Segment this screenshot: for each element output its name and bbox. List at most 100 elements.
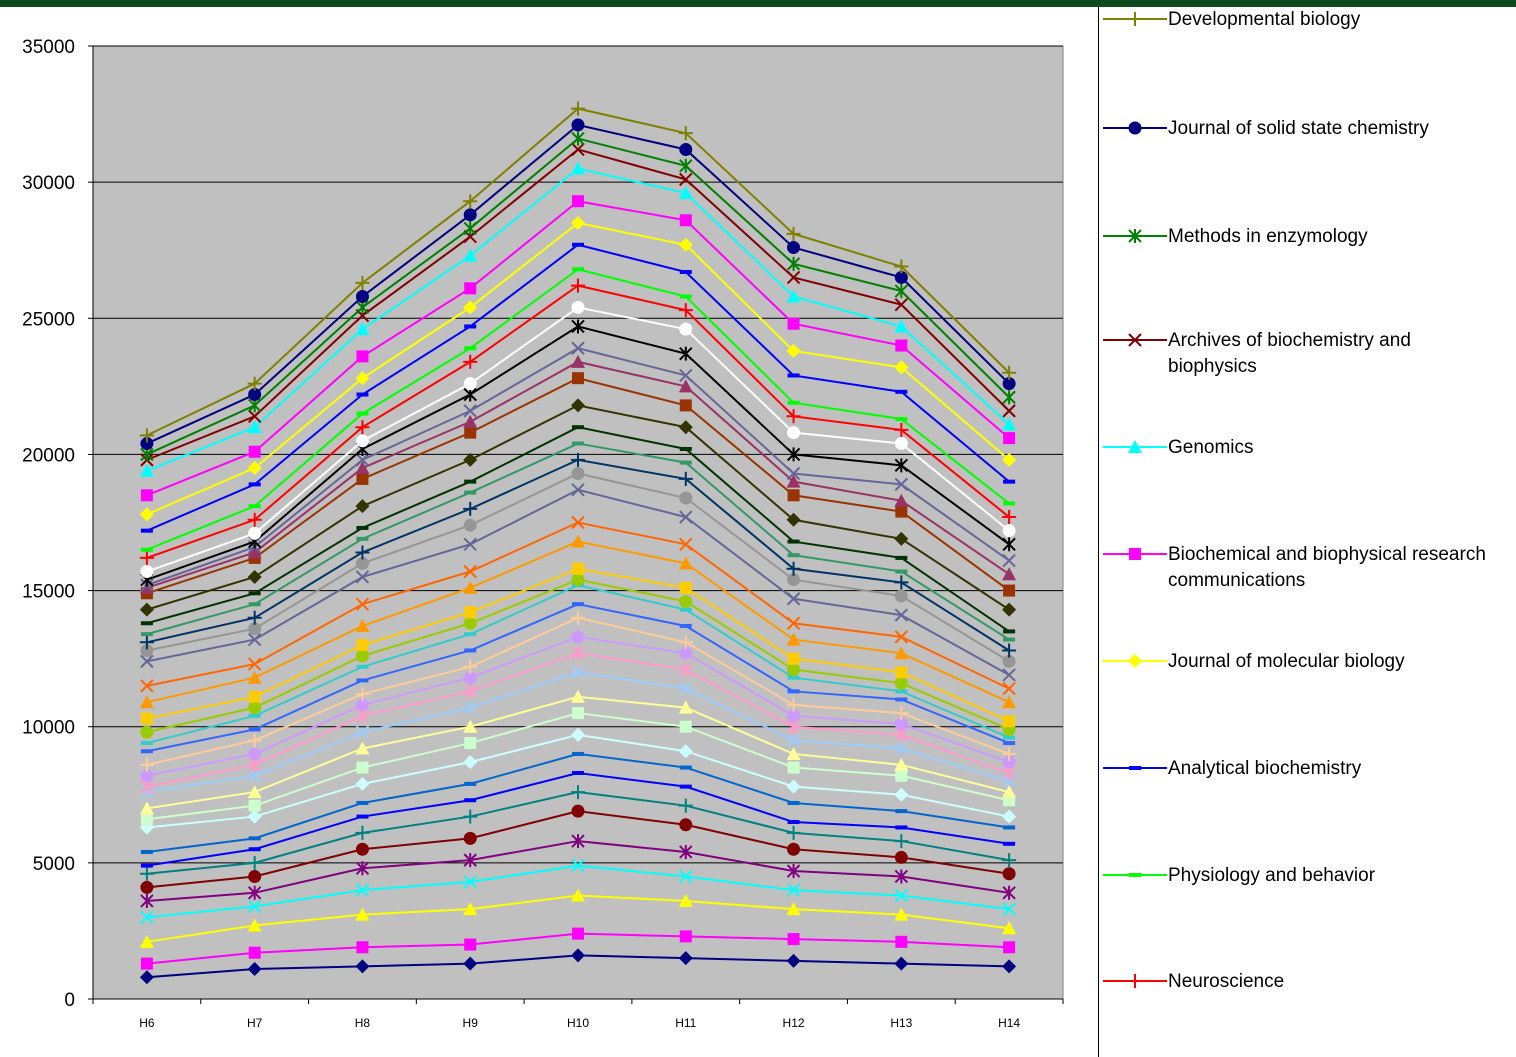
data-point: [895, 666, 908, 679]
data-point: [355, 725, 370, 739]
data-point: [139, 507, 154, 522]
data-point: [678, 186, 693, 200]
data-point: [786, 746, 801, 760]
data-point: [248, 482, 261, 487]
data-point: [463, 719, 478, 733]
series: [140, 804, 1016, 894]
data-point: [571, 610, 585, 625]
data-point: [572, 195, 584, 208]
legend-label: Archives of biochemistry and biophysics: [1168, 330, 1411, 377]
data-point: [679, 399, 692, 412]
data-point: [572, 602, 584, 607]
data-point: [248, 869, 262, 883]
data-point: [786, 256, 801, 271]
data-point: [678, 635, 693, 650]
legend-swatch: [1103, 440, 1167, 453]
data-point: [786, 466, 801, 481]
data-point: [139, 463, 154, 477]
data-point: [894, 869, 909, 884]
data-point: [463, 208, 477, 222]
data-point: [679, 869, 693, 884]
data-point: [1002, 885, 1016, 900]
data-point: [786, 953, 801, 968]
data-point: [1002, 417, 1017, 431]
data-point: [895, 339, 908, 352]
data-point: [247, 409, 262, 424]
data-point: [786, 474, 801, 488]
data-point: [894, 676, 908, 690]
data-point: [248, 504, 261, 509]
data-point: [247, 461, 262, 476]
data-point: [571, 142, 585, 157]
data-point: [895, 697, 908, 702]
data-point: [679, 294, 692, 299]
series: [139, 161, 1017, 477]
data-point: [679, 491, 693, 505]
data-point: [355, 842, 369, 856]
series: [140, 515, 1016, 696]
data-point: [679, 607, 692, 612]
data-point: [571, 727, 585, 742]
data-point: [356, 800, 369, 805]
data-point: [571, 483, 585, 497]
data-point: [572, 372, 584, 385]
data-point: [572, 562, 584, 575]
series: [140, 441, 1016, 642]
data-point: [787, 675, 800, 680]
data-point: [895, 569, 908, 574]
data-point: [463, 580, 478, 594]
legend-label: Analytical biochemistry: [1168, 758, 1362, 779]
data-point: [787, 933, 800, 946]
series: [140, 858, 1016, 925]
data-point: [787, 489, 800, 502]
data-point: [355, 290, 369, 304]
data-point: [678, 126, 693, 141]
legend-swatch: [1103, 333, 1167, 347]
data-point: [1003, 637, 1016, 642]
data-point: [1003, 584, 1016, 597]
data-point: [678, 951, 693, 966]
data-point: [1002, 681, 1016, 696]
data-point: [1128, 654, 1142, 668]
data-point: [787, 240, 801, 254]
data-point: [248, 836, 261, 841]
data-point: [1002, 695, 1017, 709]
data-point: [678, 893, 693, 907]
series: [140, 927, 1016, 970]
data-point: [679, 346, 693, 361]
data-point: [1002, 668, 1016, 682]
data-point: [894, 741, 909, 756]
data-point: [678, 237, 693, 252]
legend-swatch: [1103, 121, 1167, 135]
data-point: [1002, 537, 1016, 552]
series: [139, 610, 1017, 772]
data-point: [248, 701, 262, 715]
series: [140, 341, 1016, 592]
series: [140, 573, 1016, 739]
series: [140, 195, 1016, 502]
data-point: [679, 623, 692, 628]
legend-label: Journal of solid state chemistry: [1168, 118, 1429, 139]
data-point: [139, 970, 154, 985]
data-point: [894, 630, 909, 644]
data-point: [571, 341, 585, 355]
data-point: [894, 284, 909, 299]
data-point: [463, 248, 478, 262]
data-point: [894, 956, 909, 971]
data-point: [248, 747, 262, 761]
data-point: [139, 695, 154, 709]
data-point: [463, 956, 478, 971]
data-point: [1002, 921, 1017, 935]
data-point: [248, 690, 261, 703]
data-point: [786, 733, 801, 748]
data-point: [894, 907, 909, 921]
data-point: [140, 957, 153, 970]
data-point: [463, 221, 477, 236]
legend-swatch: [1103, 12, 1167, 26]
series: [140, 665, 1016, 799]
legend: Developmental biology Journal of solid st…: [1098, 7, 1516, 1057]
data-point: [356, 664, 369, 669]
data-point: [786, 447, 801, 462]
data-point: [355, 275, 370, 290]
legend-label: Methods in enzymology: [1168, 226, 1368, 247]
